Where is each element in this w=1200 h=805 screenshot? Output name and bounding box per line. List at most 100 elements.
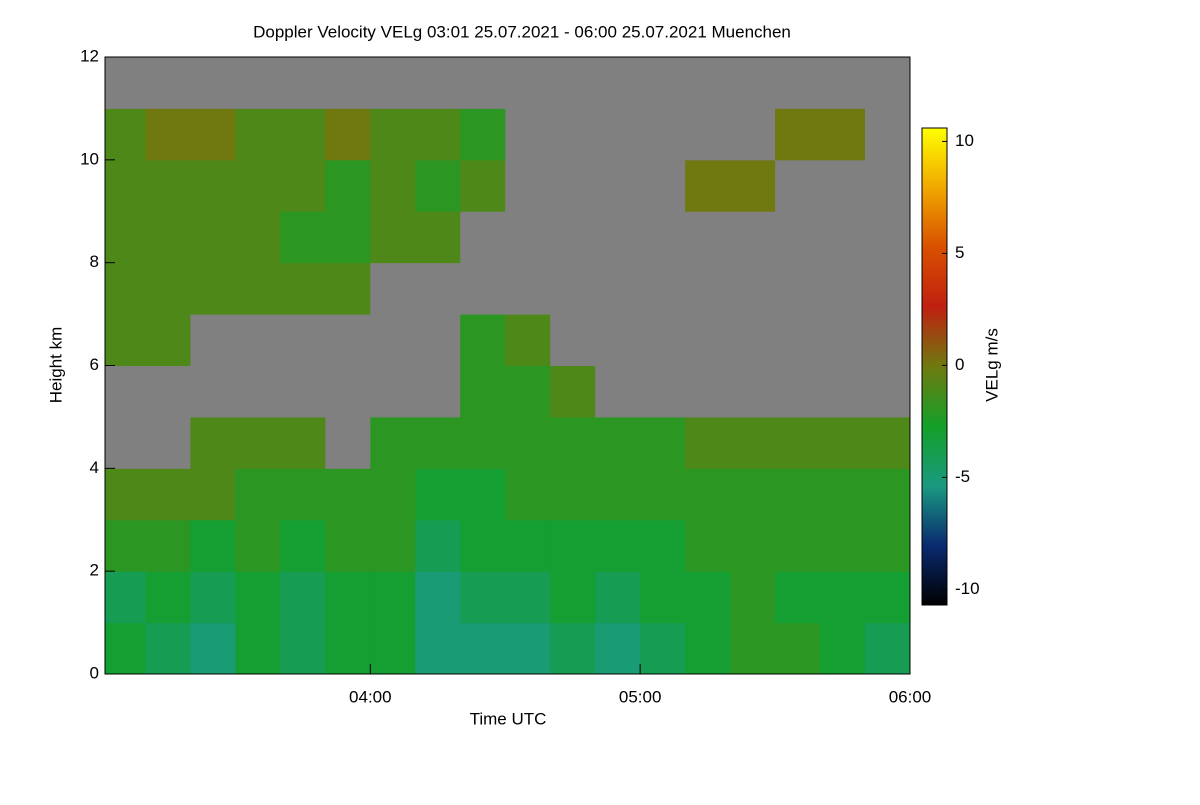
heatmap-cell [730, 571, 776, 624]
heatmap-cell [685, 571, 731, 624]
heatmap-cell [595, 416, 641, 469]
colorbar-label: VELg m/s [982, 328, 1001, 402]
heatmap-cell [190, 57, 236, 109]
heatmap-cell [505, 519, 551, 572]
heatmap-cell [235, 211, 281, 264]
heatmap-cell [820, 211, 866, 264]
heatmap-cell [370, 416, 416, 469]
heatmap-cell [640, 519, 686, 572]
heatmap-cell [145, 211, 191, 264]
x-tick-label: 04:00 [349, 687, 392, 706]
heatmap-cell [550, 211, 596, 264]
heatmap-cell [595, 365, 641, 418]
heatmap-cell [325, 57, 371, 109]
heatmap-cell [145, 571, 191, 624]
heatmap-cell [820, 622, 866, 675]
heatmap-cell [235, 416, 281, 469]
heatmap-cell [460, 571, 506, 624]
heatmap-cell [145, 262, 191, 315]
heatmap-cell [415, 365, 461, 418]
heatmap-cell [505, 314, 551, 366]
heatmap-cell [145, 314, 191, 366]
heatmap-cell [685, 314, 731, 366]
heatmap-cell [325, 622, 371, 675]
heatmap-cell [460, 622, 506, 675]
y-tick-label: 6 [90, 355, 99, 374]
heatmap-cell [145, 416, 191, 469]
heatmap-cell [325, 262, 371, 315]
heatmap-cell [415, 314, 461, 366]
heatmap-cell [505, 468, 551, 521]
heatmap-cell [595, 314, 641, 366]
heatmap-cell [280, 468, 326, 521]
heatmap-cell [190, 622, 236, 675]
heatmap-cell [595, 622, 641, 675]
y-tick-label: 0 [90, 663, 99, 682]
heatmap-cell [730, 57, 776, 109]
heatmap-cell [105, 159, 146, 212]
heatmap-cell [325, 211, 371, 264]
heatmap-cell [730, 468, 776, 521]
heatmap-cell [370, 468, 416, 521]
colorbar-tick-label: 5 [955, 243, 964, 262]
heatmap-cell [685, 365, 731, 418]
heatmap-cell [105, 519, 146, 572]
heatmap-cell [730, 416, 776, 469]
heatmap-cell [370, 159, 416, 212]
heatmap-cell [820, 57, 866, 109]
heatmap-cell [685, 159, 731, 212]
heatmap-cell [145, 519, 191, 572]
heatmap-cell [820, 314, 866, 366]
heatmap-cell [235, 57, 281, 109]
heatmap-cell [325, 468, 371, 521]
heatmap-cell [550, 519, 596, 572]
y-tick-label: 10 [80, 149, 99, 168]
heatmap-cell [775, 622, 821, 675]
heatmap-cell [730, 365, 776, 418]
heatmap-cell [190, 571, 236, 624]
heatmap-cell [370, 519, 416, 572]
heatmap-cell [775, 159, 821, 212]
heatmap-cell [505, 57, 551, 109]
heatmap-cell [235, 262, 281, 315]
y-tick-label: 12 [80, 46, 99, 65]
heatmap-cell [370, 571, 416, 624]
heatmap-cell [550, 416, 596, 469]
heatmap-cell [505, 108, 551, 161]
heatmap-cell [865, 262, 911, 315]
heatmap-cell [775, 262, 821, 315]
heatmap-cell [145, 468, 191, 521]
heatmap-cell [550, 314, 596, 366]
heatmap-cell [640, 314, 686, 366]
heatmap-cell [595, 519, 641, 572]
heatmap-cell [505, 416, 551, 469]
heatmap-cell [415, 468, 461, 521]
heatmap-cell [595, 159, 641, 212]
heatmap-cell [820, 262, 866, 315]
heatmap-cell [595, 211, 641, 264]
heatmap-cell [685, 108, 731, 161]
x-tick-label: 05:00 [619, 687, 662, 706]
heatmap-cell [730, 519, 776, 572]
heatmap-cell [325, 159, 371, 212]
heatmap-cell [640, 468, 686, 521]
heatmap-cell [145, 622, 191, 675]
heatmap-cell [105, 108, 146, 161]
y-tick-label: 8 [90, 252, 99, 271]
heatmap-cell [370, 622, 416, 675]
heatmap-cell [190, 519, 236, 572]
heatmap-cell [775, 468, 821, 521]
heatmap-cell [865, 159, 911, 212]
heatmap-cell [505, 365, 551, 418]
heatmap-cell [775, 57, 821, 109]
heatmap-cell [105, 314, 146, 366]
heatmap-cell [415, 571, 461, 624]
heatmap-cell [820, 571, 866, 624]
heatmap-cell [105, 622, 146, 675]
heatmap-cell [820, 468, 866, 521]
heatmap-cell [460, 365, 506, 418]
heatmap-cell [550, 571, 596, 624]
heatmap-cell [325, 571, 371, 624]
heatmap-cell [685, 57, 731, 109]
